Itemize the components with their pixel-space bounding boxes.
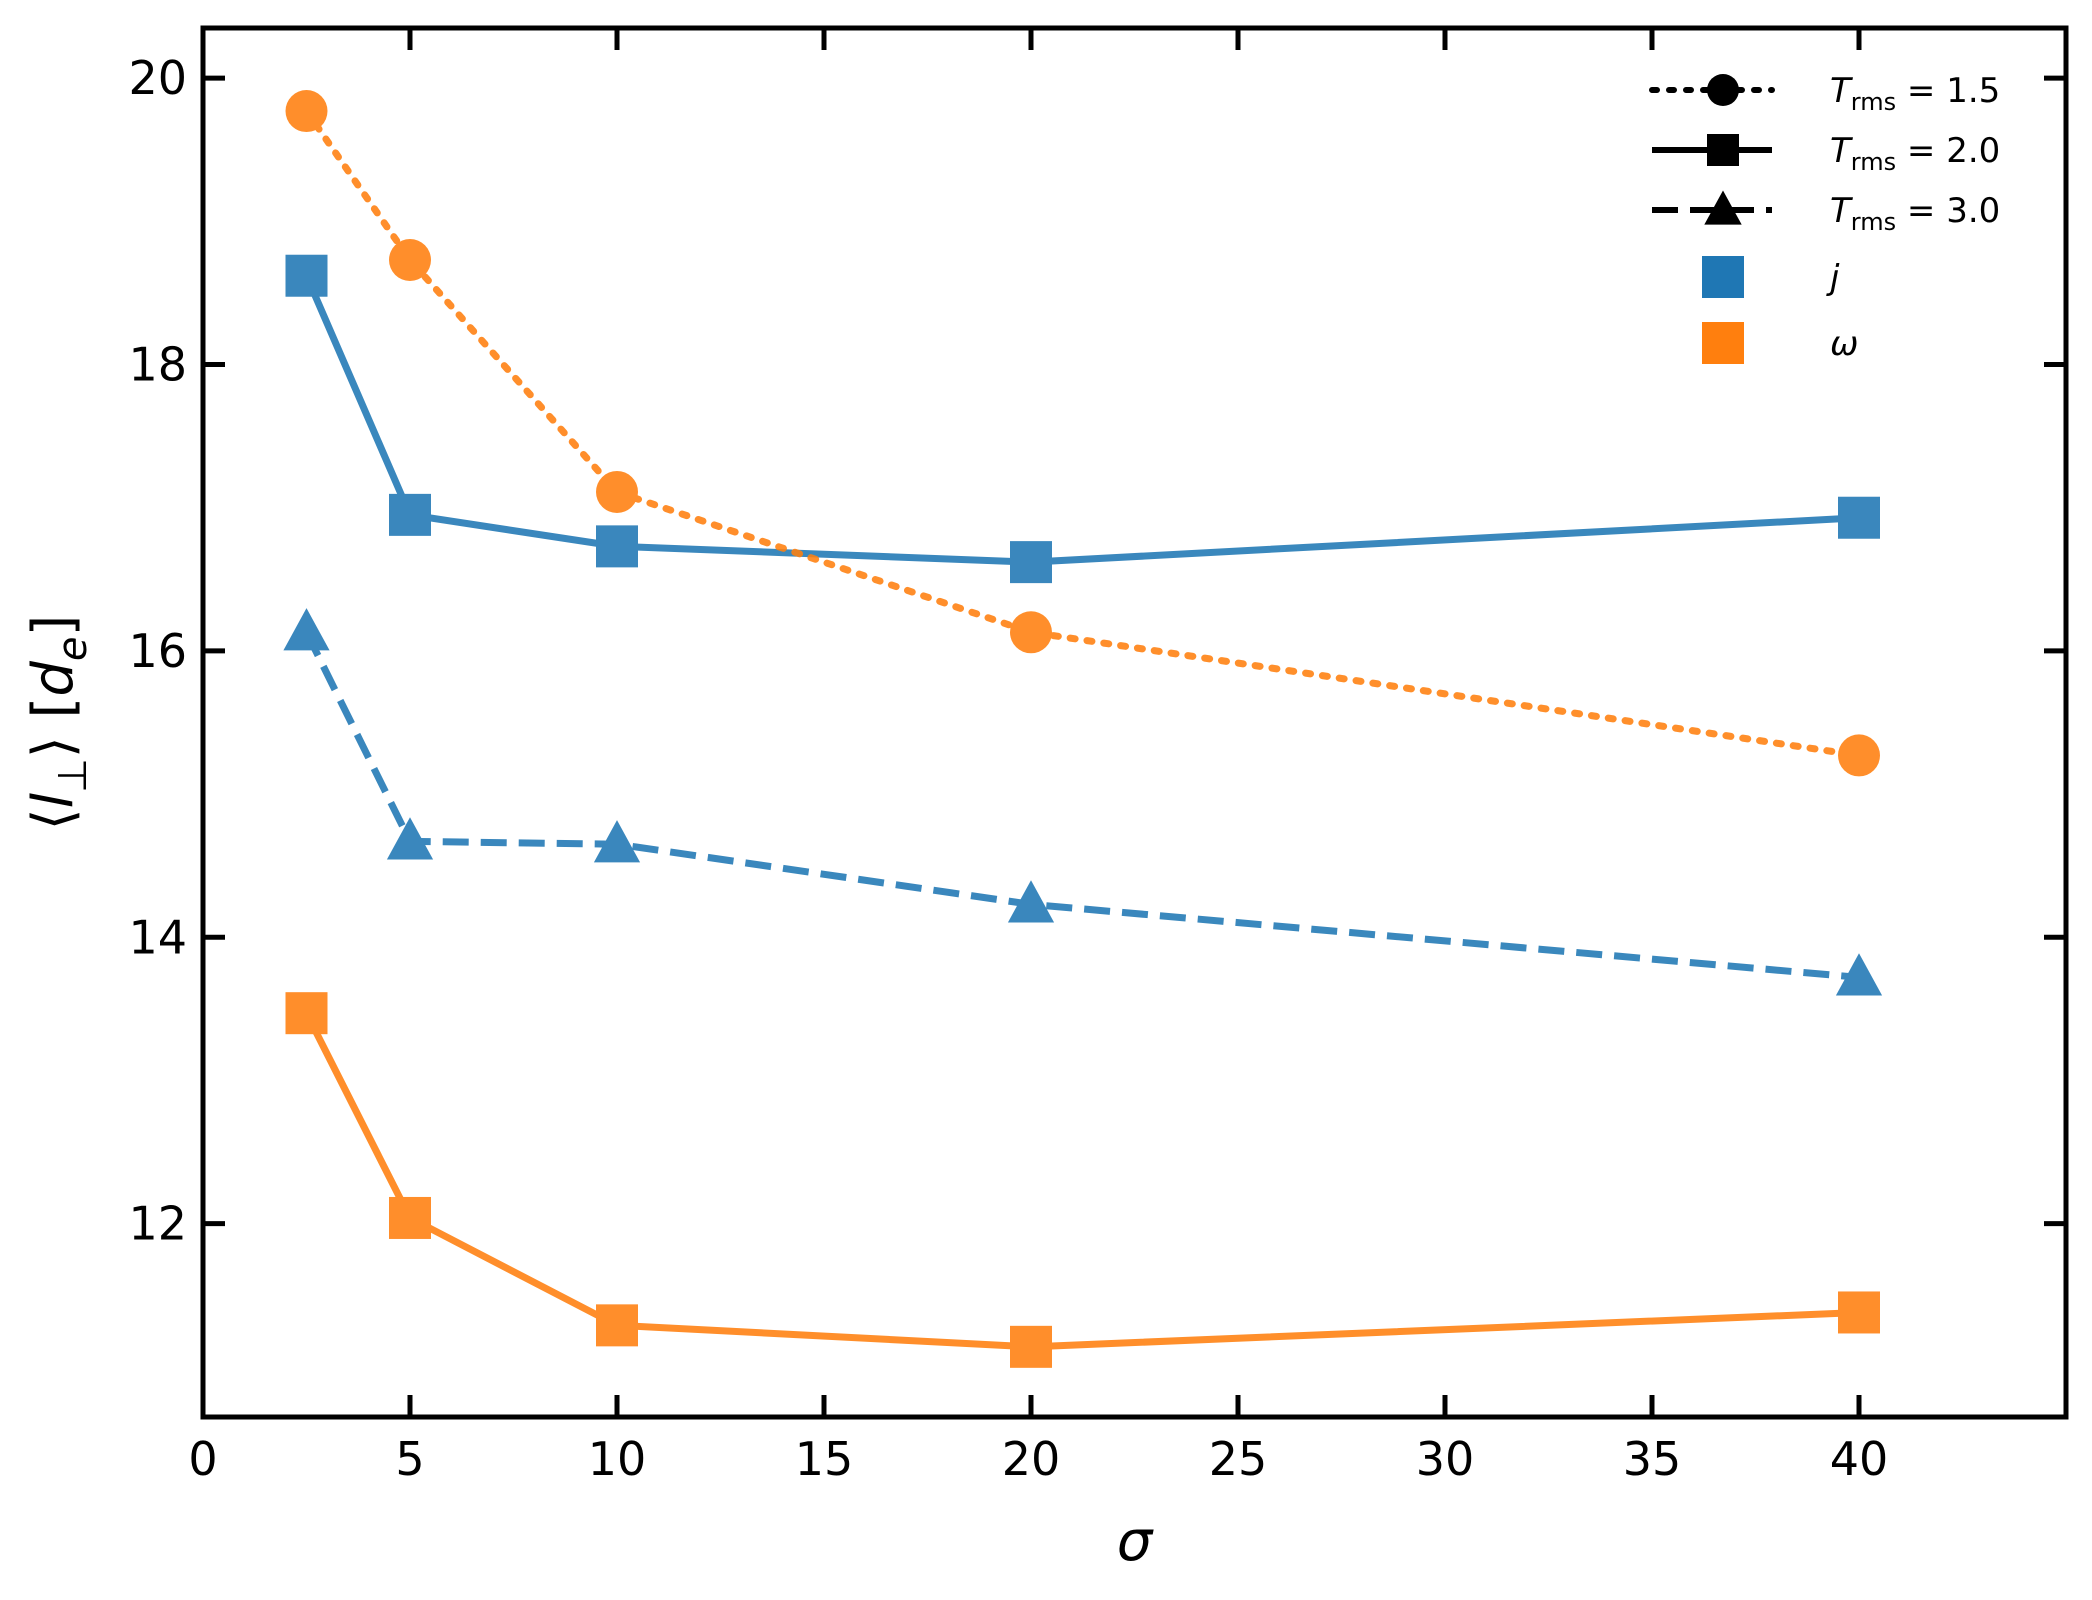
x-tick-label: 5	[395, 1432, 424, 1486]
legend-label-trms: Trms = 2.0	[1830, 131, 2000, 176]
legend-color-swatch	[1702, 256, 1744, 298]
data-point	[1838, 734, 1880, 777]
data-point	[596, 470, 638, 513]
series-omega-trms-1-5	[285, 90, 1880, 777]
legend: Trms = 1.5 Trms = 2.0 Trms = 3.0 jω	[1649, 71, 2000, 364]
data-point	[389, 238, 431, 281]
legend-marker-circle	[1707, 74, 1739, 106]
series-j-trms-2-0	[285, 254, 1880, 584]
data-point	[1838, 496, 1880, 539]
series-line	[303, 1011, 1860, 1351]
series-line	[303, 630, 1860, 981]
x-tick-label: 10	[588, 1432, 647, 1486]
x-tick-label: 20	[1002, 1432, 1061, 1486]
data-point	[596, 1304, 638, 1347]
data-point	[1838, 1291, 1880, 1334]
legend-color-swatch	[1702, 322, 1744, 364]
legend-label-trms: Trms = 1.5	[1830, 71, 2000, 116]
data-point	[1010, 611, 1052, 654]
data-point	[285, 992, 328, 1035]
legend-marker-triangle	[1704, 190, 1742, 225]
data-point	[285, 90, 328, 133]
data-point	[596, 525, 638, 568]
data-point	[1010, 541, 1052, 584]
data-point	[283, 608, 330, 651]
series-line	[303, 107, 1863, 759]
y-tick-label: 14	[128, 910, 187, 964]
x-axis-label: σ	[1117, 1509, 1154, 1574]
y-tick-label: 20	[128, 51, 187, 105]
legend-label-quantity: j	[1826, 258, 1840, 298]
plot-frame	[200, 25, 2069, 1420]
x-tick-label: 0	[188, 1432, 217, 1486]
data-point	[593, 820, 641, 863]
series-j-trms-3-0	[283, 608, 1883, 996]
data-point	[386, 817, 434, 860]
y-tick-label: 12	[128, 1197, 187, 1251]
series-omega-trms-2-0	[285, 992, 1880, 1368]
x-tick-label: 15	[795, 1432, 854, 1486]
series-line	[303, 274, 1860, 566]
series-layer	[283, 90, 1883, 1368]
data-point	[1835, 953, 1883, 996]
x-tick-label: 35	[1623, 1432, 1682, 1486]
data-point	[285, 254, 328, 297]
legend-marker-square	[1707, 134, 1739, 166]
x-tick-label: 30	[1416, 1432, 1475, 1486]
x-tick-label: 25	[1209, 1432, 1268, 1486]
y-axis-label: ⟨l⊥⟩ [de]	[21, 615, 96, 831]
axis-ticks: 0 5 10 15 20 25 30 35 40 12 14 16 18 20	[128, 28, 2066, 1486]
data-point	[1010, 1325, 1052, 1368]
legend-label-quantity: ω	[1830, 324, 1858, 364]
y-tick-label: 18	[128, 338, 187, 392]
legend-label-trms: Trms = 3.0	[1830, 191, 2000, 236]
data-point	[1007, 880, 1055, 923]
x-tick-label: 40	[1830, 1432, 1889, 1486]
y-tick-label: 16	[128, 624, 187, 678]
data-point	[389, 1196, 431, 1239]
data-point	[389, 493, 431, 536]
